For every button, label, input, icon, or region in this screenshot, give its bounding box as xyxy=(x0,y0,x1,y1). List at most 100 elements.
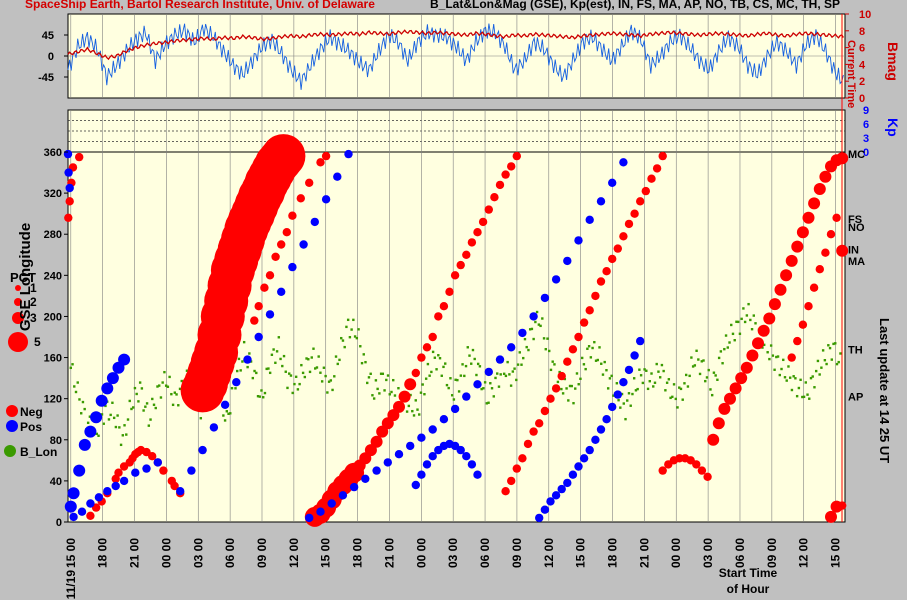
b-lon-point xyxy=(338,358,341,362)
pct-dot xyxy=(647,174,656,183)
pct-dot xyxy=(338,491,348,500)
pct-dot xyxy=(826,230,836,239)
b-lon-point xyxy=(589,356,593,359)
kp-tick-label: 6 xyxy=(863,119,869,131)
b-lon-point xyxy=(126,418,130,421)
top-panel-series xyxy=(67,23,844,90)
b-lon-point xyxy=(679,387,683,391)
b-lon-point xyxy=(161,381,164,384)
pct-dot xyxy=(507,162,516,171)
b-lon-point xyxy=(430,370,433,374)
b-lon-point xyxy=(473,357,476,361)
b-lon-point xyxy=(116,414,119,417)
b-lon-point xyxy=(175,393,178,396)
pct-dot xyxy=(793,336,802,346)
b-lon-point xyxy=(381,372,385,375)
b-lon-point xyxy=(586,347,589,350)
pct-dot xyxy=(209,423,219,432)
pct-dot xyxy=(563,478,572,488)
b-lon-point xyxy=(483,381,487,384)
b-lon-point xyxy=(771,354,775,357)
pct-dot xyxy=(277,287,286,296)
b-lon-point xyxy=(816,359,820,363)
b-lon-point xyxy=(698,372,702,376)
b-lon-point xyxy=(284,370,287,373)
b-lon-point xyxy=(577,383,580,386)
pct-dot xyxy=(507,476,516,486)
b-lon-point xyxy=(705,376,709,379)
b-lon-point xyxy=(107,418,111,421)
b-lon-point xyxy=(329,379,333,382)
b-lon-point xyxy=(140,387,144,390)
main-y-tick-label: 200 xyxy=(44,311,62,323)
b-lon-point xyxy=(326,391,329,394)
b-lon-point xyxy=(423,393,426,396)
pct-dot xyxy=(118,353,131,366)
b-lon-point xyxy=(102,422,105,425)
pct-dot xyxy=(768,298,781,311)
b-lon-point xyxy=(418,413,421,416)
pct-dot xyxy=(787,353,796,362)
pct-dot xyxy=(65,183,74,193)
pct-dot xyxy=(757,324,770,337)
bmag-axis-label: Bmag xyxy=(885,42,901,81)
station-label: AP xyxy=(848,392,863,404)
b-lon-point xyxy=(433,356,437,359)
b-lon-point xyxy=(726,346,729,349)
station-label: NO xyxy=(848,222,865,234)
pct-dot xyxy=(344,149,353,159)
pct-dot xyxy=(785,254,798,267)
b-lon-point xyxy=(643,368,646,371)
b-lon-point xyxy=(657,370,660,373)
b-lon-point xyxy=(255,371,258,375)
b-lon-point xyxy=(390,390,393,394)
b-lon-point xyxy=(383,389,386,392)
b-lon-point xyxy=(534,320,537,324)
pct-dot xyxy=(103,487,112,496)
b-lon-point xyxy=(584,367,587,371)
b-lon-point xyxy=(544,347,547,351)
pct-dot xyxy=(467,238,477,247)
b-lon-point xyxy=(112,416,116,420)
b-lon-point xyxy=(119,443,123,447)
pct-dot xyxy=(473,380,482,389)
pct-dot xyxy=(254,302,263,311)
kp-tick-label: 3 xyxy=(863,133,869,145)
b-lon-point xyxy=(606,387,610,390)
station-label: MA xyxy=(848,256,865,268)
pct-dot xyxy=(802,211,815,224)
pct-dot xyxy=(619,158,628,167)
pct-dot xyxy=(697,466,707,475)
b-lon-point xyxy=(516,363,520,366)
pct-dot xyxy=(832,213,841,222)
b-lon-point xyxy=(662,369,665,373)
pct-dot xyxy=(119,476,129,486)
b-lon-point xyxy=(480,387,483,391)
pct-dot xyxy=(321,195,331,204)
pct-dot xyxy=(809,283,819,292)
b-lon-point xyxy=(268,371,272,375)
b-lon-point xyxy=(802,395,806,399)
pct-dot xyxy=(501,170,510,179)
pct-dot xyxy=(630,209,639,218)
b-lon-point xyxy=(617,398,620,402)
b-lon-point xyxy=(258,395,261,398)
legend-size-dot xyxy=(12,312,24,324)
b-lon-point xyxy=(709,388,712,391)
b-lon-point xyxy=(237,357,241,361)
b-lon-point xyxy=(438,357,442,360)
b-lon-point xyxy=(761,346,764,349)
b-lon-point xyxy=(80,412,83,415)
b-lon-point xyxy=(76,381,79,384)
b-lon-point xyxy=(324,374,327,378)
b-lon-point xyxy=(168,375,171,379)
legend-blon-dot xyxy=(4,445,16,457)
b-lon-point xyxy=(307,358,310,361)
b-lon-point xyxy=(754,322,757,325)
b-lon-point xyxy=(522,356,525,360)
pct-dot xyxy=(428,425,437,434)
b-lon-point xyxy=(248,352,251,355)
b-lon-point xyxy=(837,360,840,364)
b-lon-point xyxy=(334,355,338,358)
b-lon-point xyxy=(457,390,461,393)
